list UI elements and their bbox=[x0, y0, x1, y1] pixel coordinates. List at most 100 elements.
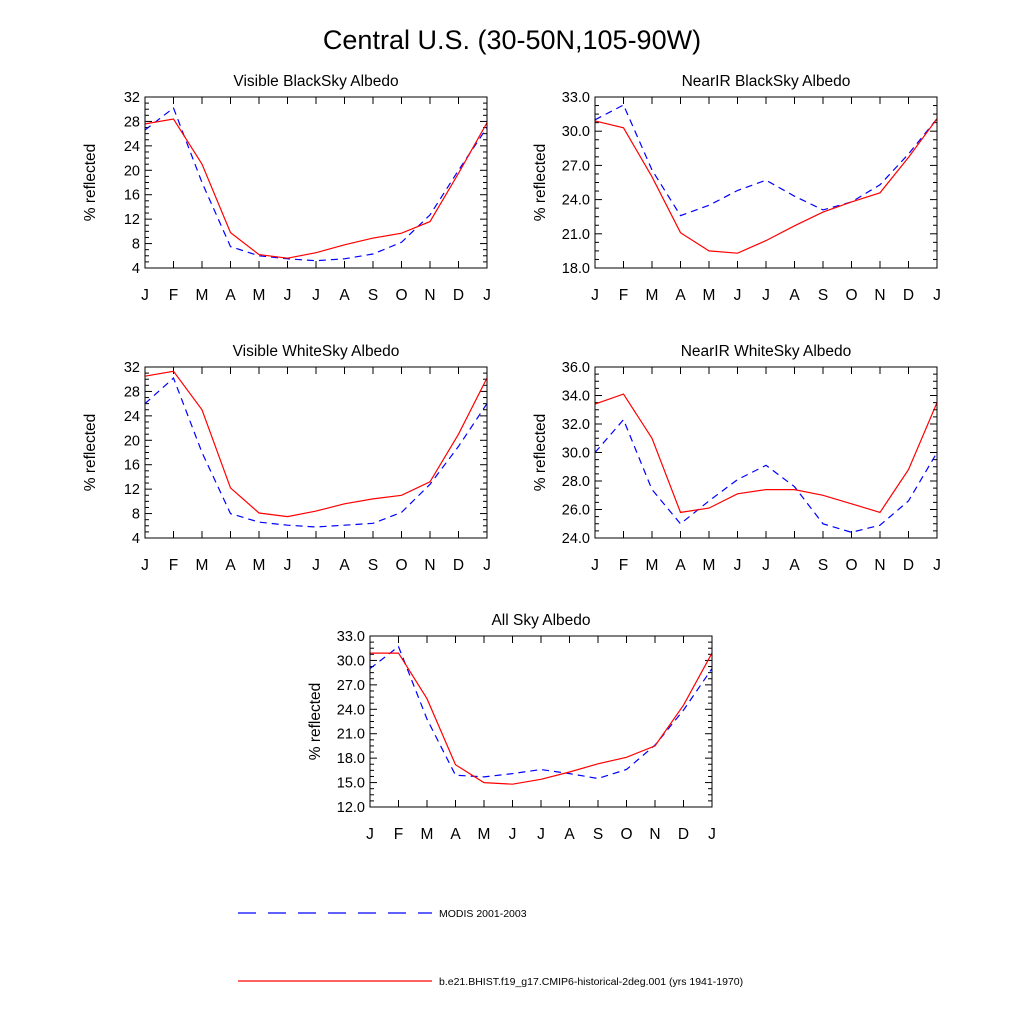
x-tick-label: J bbox=[591, 557, 599, 574]
x-tick-label: J bbox=[312, 287, 320, 304]
x-tick-label: A bbox=[225, 287, 236, 304]
x-tick-label: S bbox=[818, 287, 828, 304]
y-tick-label: 32 bbox=[124, 90, 140, 106]
y-tick-label: 12 bbox=[124, 212, 140, 228]
y-tick-label: 18.0 bbox=[562, 261, 590, 277]
x-tick-label: J bbox=[483, 557, 491, 574]
x-tick-label: F bbox=[394, 826, 403, 843]
x-tick-label: F bbox=[619, 557, 628, 574]
y-tick-label: 30.0 bbox=[337, 653, 365, 669]
x-tick-label: J bbox=[312, 557, 320, 574]
chart-panel-4: All Sky Albedo % reflected 12.0 15.0 18.0 21.… bbox=[307, 612, 716, 843]
series-line-modis bbox=[144, 107, 488, 262]
x-tick-label: J bbox=[483, 287, 491, 304]
x-tick-label: O bbox=[845, 557, 857, 574]
plot-frame bbox=[144, 366, 488, 539]
plot-frame bbox=[594, 366, 938, 539]
y-tick-label: 24.0 bbox=[337, 702, 365, 718]
y-tick-label: 24 bbox=[124, 409, 140, 425]
x-tick-label: O bbox=[395, 557, 407, 574]
series-line-model bbox=[144, 370, 488, 518]
x-tick-label: D bbox=[453, 557, 464, 574]
chart-panel-0: Visible BlackSky Albedo % reflected 4 8 12 16… bbox=[82, 73, 491, 304]
y-tick-label: 26.0 bbox=[562, 503, 590, 519]
series-line-model bbox=[594, 393, 938, 514]
x-tick-label: A bbox=[225, 557, 236, 574]
x-tick-label: A bbox=[450, 826, 461, 843]
y-axis-label: % reflected bbox=[532, 144, 549, 222]
y-tick-label: 32 bbox=[124, 360, 140, 376]
x-tick-label: A bbox=[675, 557, 686, 574]
chart-title: NearIR WhiteSky Albedo bbox=[681, 343, 852, 360]
plot-frame bbox=[594, 96, 938, 269]
x-tick-label: A bbox=[789, 287, 800, 304]
y-tick-label: 24 bbox=[124, 139, 140, 155]
x-tick-label: J bbox=[708, 826, 716, 843]
panels: Visible BlackSky Albedo % reflected 4 8 12 16… bbox=[82, 73, 941, 843]
plot-frame bbox=[144, 96, 488, 269]
y-tick-label: 30.0 bbox=[562, 446, 590, 462]
y-axis-label: % reflected bbox=[307, 683, 324, 761]
y-tick-label: 32.0 bbox=[562, 417, 590, 433]
x-tick-label: J bbox=[734, 557, 742, 574]
series-line-modis bbox=[594, 418, 938, 533]
x-tick-label: S bbox=[368, 557, 378, 574]
y-axis-label: % reflected bbox=[82, 414, 99, 492]
x-tick-label: M bbox=[478, 826, 491, 843]
x-tick-label: J bbox=[141, 557, 149, 574]
y-tick-label: 33.0 bbox=[562, 90, 590, 106]
chart-panel-1: NearIR BlackSky Albedo % reflected 18.0 21.… bbox=[532, 73, 941, 304]
x-tick-label: A bbox=[675, 287, 686, 304]
y-tick-label: 28 bbox=[124, 384, 140, 400]
chart-title: All Sky Albedo bbox=[491, 612, 590, 629]
y-tick-label: 16 bbox=[124, 458, 140, 474]
y-tick-label: 36.0 bbox=[562, 360, 590, 376]
x-tick-label: N bbox=[874, 557, 885, 574]
x-tick-label: F bbox=[169, 287, 178, 304]
x-tick-label: N bbox=[424, 557, 435, 574]
x-tick-label: M bbox=[703, 557, 716, 574]
x-tick-label: F bbox=[619, 287, 628, 304]
x-tick-label: A bbox=[564, 826, 575, 843]
x-tick-label: N bbox=[424, 287, 435, 304]
chart-title: NearIR BlackSky Albedo bbox=[682, 73, 851, 90]
x-tick-label: F bbox=[169, 557, 178, 574]
x-tick-label: J bbox=[366, 826, 374, 843]
x-tick-label: J bbox=[284, 557, 292, 574]
y-tick-label: 21.0 bbox=[337, 727, 365, 743]
x-tick-label: D bbox=[903, 287, 914, 304]
x-tick-label: N bbox=[649, 826, 660, 843]
x-tick-label: M bbox=[253, 557, 266, 574]
y-tick-label: 27.0 bbox=[337, 678, 365, 694]
x-tick-label: M bbox=[646, 557, 659, 574]
x-tick-label: O bbox=[845, 287, 857, 304]
x-tick-label: O bbox=[620, 826, 632, 843]
x-tick-label: J bbox=[537, 826, 545, 843]
x-tick-label: N bbox=[874, 287, 885, 304]
y-tick-label: 12 bbox=[124, 482, 140, 498]
x-tick-label: M bbox=[196, 287, 209, 304]
y-tick-label: 33.0 bbox=[337, 629, 365, 645]
x-tick-label: D bbox=[453, 287, 464, 304]
x-tick-label: A bbox=[789, 557, 800, 574]
y-tick-label: 15.0 bbox=[337, 776, 365, 792]
x-tick-label: O bbox=[395, 287, 407, 304]
y-tick-label: 24.0 bbox=[562, 193, 590, 209]
x-tick-label: J bbox=[591, 287, 599, 304]
x-tick-label: M bbox=[421, 826, 434, 843]
x-tick-label: J bbox=[762, 557, 770, 574]
series-line-model bbox=[144, 118, 488, 259]
series-line-modis bbox=[144, 376, 488, 528]
x-tick-label: D bbox=[903, 557, 914, 574]
x-tick-label: S bbox=[593, 826, 603, 843]
y-tick-label: 24.0 bbox=[562, 531, 590, 547]
x-tick-label: J bbox=[141, 287, 149, 304]
x-tick-label: M bbox=[646, 287, 659, 304]
series-line-modis bbox=[594, 104, 938, 217]
y-tick-label: 21.0 bbox=[562, 227, 590, 243]
x-tick-label: D bbox=[678, 826, 689, 843]
x-tick-label: M bbox=[253, 287, 266, 304]
x-tick-label: J bbox=[509, 826, 517, 843]
y-axis-label: % reflected bbox=[532, 414, 549, 492]
